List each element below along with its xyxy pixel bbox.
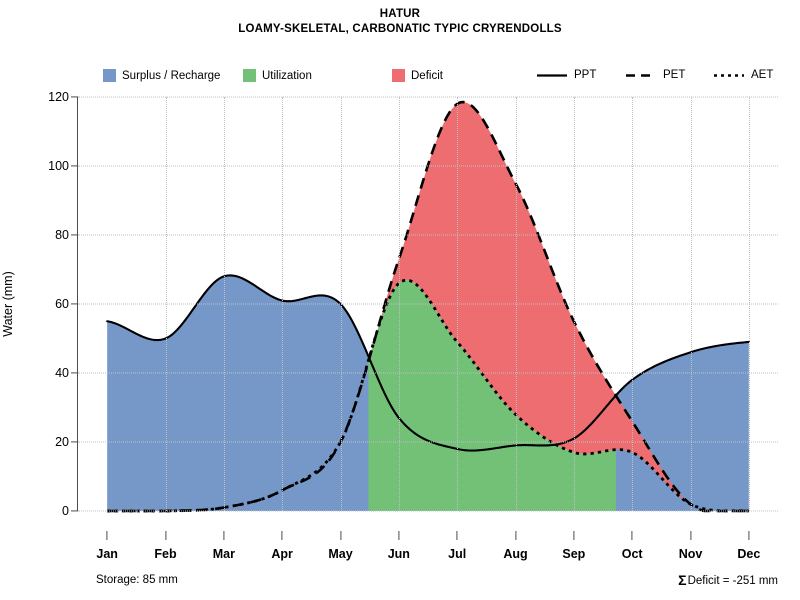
x-tick-mark — [223, 531, 225, 540]
y-tick-label: 80 — [55, 228, 69, 242]
y-tick-label: 0 — [62, 504, 69, 518]
gridline-x — [515, 97, 517, 511]
gridline-x — [573, 97, 575, 511]
y-tick-mark — [71, 510, 78, 512]
legend-item-aet: AET — [714, 69, 773, 81]
gridline-x — [282, 97, 284, 511]
x-tick-label-nov: Nov — [678, 547, 703, 561]
gridline-x — [340, 97, 342, 511]
sigma-symbol: Σ — [678, 572, 687, 588]
y-tick-label: 120 — [48, 90, 69, 104]
x-tick-label-dec: Dec — [737, 547, 761, 561]
x-tick-mark — [398, 531, 400, 540]
x-tick-label-jul: Jul — [448, 547, 467, 561]
y-tick-mark — [71, 165, 78, 167]
gridline-y — [78, 510, 778, 512]
gridline-y — [78, 303, 778, 305]
area-deficit — [377, 102, 690, 504]
x-tick-label-may: May — [328, 547, 353, 561]
x-tick-label-sep: Sep — [562, 547, 586, 561]
area-surplus — [107, 275, 369, 511]
y-tick-label: 20 — [55, 435, 69, 449]
legend-label-surplus: Surplus / Recharge — [122, 69, 221, 82]
legend-line-aet-icon — [714, 70, 744, 81]
gridline-x — [223, 97, 225, 511]
gridline-x — [690, 97, 692, 511]
deficit-text: Deficit = -251 mm — [687, 575, 778, 587]
y-tick-label: 60 — [55, 297, 69, 311]
gridline-y — [78, 372, 778, 374]
gridline-y — [78, 96, 778, 98]
gridline-y — [78, 441, 778, 443]
legend-item-ppt: PPT — [537, 69, 596, 81]
y-tick-mark — [71, 372, 78, 374]
chart-title: HATUR LOAMY-SKELETAL, CARBONATIC TYPIC C… — [0, 7, 800, 37]
x-tick-mark — [631, 531, 633, 540]
x-tick-mark — [106, 531, 108, 540]
gridline-x — [398, 97, 400, 511]
x-tick-label-feb: Feb — [154, 547, 177, 561]
x-tick-mark — [164, 531, 167, 540]
deficit-note: ΣDeficit = -251 mm — [678, 572, 778, 588]
x-tick-label-mar: Mar — [212, 547, 235, 561]
curve-aet — [107, 278, 749, 513]
gridline-x — [457, 97, 459, 511]
x-tick-mark — [339, 531, 342, 540]
legend-item-deficit: Deficit — [392, 69, 443, 82]
plot-area: 0 20 40 60 80 100 120 Jan Feb Mar Apr May Jun Jul Aug S… — [48, 90, 778, 561]
legend-item-surplus: Surplus / Recharge — [103, 69, 220, 82]
x-tick-mark — [281, 531, 283, 540]
legend-label-deficit: Deficit — [411, 69, 443, 82]
legend-label-ppt: PPT — [574, 69, 597, 81]
y-tick-label: 100 — [48, 159, 69, 173]
gridline-x — [632, 97, 634, 511]
legend-item-pet: PET — [626, 69, 685, 81]
legend-label-pet: PET — [663, 69, 686, 81]
gridline-y — [78, 165, 778, 167]
y-tick-label: 40 — [55, 366, 69, 380]
legend-item-utilization: Utilization — [243, 69, 312, 82]
y-tick-mark — [71, 96, 78, 98]
gridline-x — [165, 97, 167, 511]
y-tick-mark — [71, 303, 78, 305]
chart-legend: Surplus / Recharge Utilization Deficit P… — [0, 67, 800, 87]
area-surplus — [615, 341, 749, 511]
x-tick-mark — [514, 531, 517, 540]
legend-line-pet-icon — [626, 70, 656, 81]
x-tick-label-aug: Aug — [503, 547, 528, 561]
y-tick-mark — [71, 441, 78, 443]
x-tick-label-jun: Jun — [387, 547, 410, 561]
legend-line-ppt-icon — [537, 70, 567, 81]
y-tick-mark — [71, 234, 78, 236]
x-tick-label-oct: Oct — [621, 547, 643, 561]
x-tick-label-jan: Jan — [96, 547, 118, 561]
gridline-y — [78, 234, 778, 236]
title-line-2: LOAMY-SKELETAL, CARBONATIC TYPIC CRYREND… — [238, 23, 562, 35]
legend-swatch-utilization — [243, 69, 256, 82]
x-tick-mark — [748, 531, 750, 540]
x-tick-mark — [456, 531, 458, 540]
x-tick-label-apr: Apr — [271, 547, 293, 561]
legend-swatch-surplus — [103, 69, 116, 82]
gridline-x — [748, 97, 750, 511]
curve-pet — [107, 100, 749, 513]
x-tick-mark — [689, 531, 692, 540]
legend-label-aet: AET — [751, 69, 774, 81]
legend-label-utilization: Utilization — [262, 69, 312, 82]
title-line-1: HATUR — [379, 8, 421, 20]
legend-swatch-deficit — [392, 69, 405, 82]
storage-note: Storage: 85 mm — [96, 574, 178, 586]
x-tick-mark — [573, 531, 575, 540]
